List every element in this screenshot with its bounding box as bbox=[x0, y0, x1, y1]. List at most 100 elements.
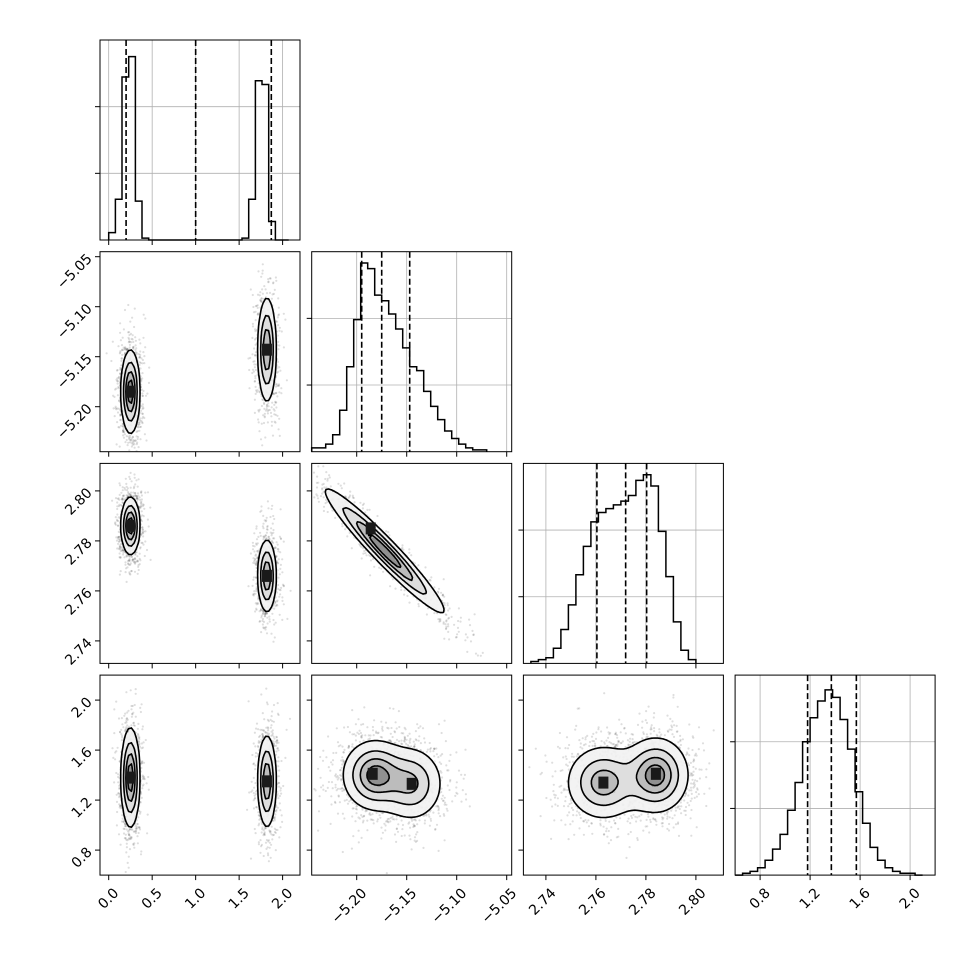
sample-point bbox=[276, 316, 279, 319]
sample-point bbox=[125, 555, 128, 558]
sample-point bbox=[273, 636, 276, 639]
sample-point bbox=[256, 556, 259, 560]
sample-point bbox=[137, 456, 139, 458]
sample-point bbox=[256, 389, 259, 392]
sample-point bbox=[123, 308, 127, 312]
sample-point bbox=[281, 618, 284, 622]
sample-point bbox=[282, 603, 285, 606]
sample-point bbox=[408, 548, 411, 551]
panel-content bbox=[111, 456, 292, 643]
sample-point bbox=[141, 784, 144, 787]
sample-point bbox=[253, 545, 256, 548]
sample-point bbox=[300, 458, 302, 460]
sample-point bbox=[128, 438, 131, 441]
sample-point bbox=[122, 429, 125, 432]
sample-point bbox=[128, 333, 131, 337]
sample-point bbox=[264, 409, 267, 412]
sample-point bbox=[253, 532, 256, 535]
sample-point bbox=[142, 530, 145, 533]
sample-point bbox=[131, 316, 134, 319]
sample-point bbox=[132, 442, 135, 445]
sample-point bbox=[119, 350, 122, 353]
sample-point bbox=[135, 497, 138, 500]
sample-point bbox=[274, 385, 278, 388]
sample-point bbox=[130, 337, 133, 340]
sample-point bbox=[141, 377, 144, 380]
sample-point bbox=[124, 346, 127, 349]
sample-point bbox=[129, 332, 133, 335]
sample-point bbox=[368, 508, 371, 511]
sample-point bbox=[122, 348, 125, 352]
sample-point bbox=[131, 456, 133, 458]
sample-point bbox=[116, 369, 119, 372]
sample-point bbox=[139, 546, 142, 549]
sample-point bbox=[119, 546, 122, 549]
sample-point bbox=[459, 620, 462, 623]
sample-point bbox=[443, 595, 446, 598]
sample-point bbox=[131, 443, 134, 446]
sample-point bbox=[118, 556, 121, 559]
sample-point bbox=[276, 395, 279, 398]
sample-point bbox=[133, 473, 136, 476]
sample-point bbox=[125, 580, 128, 584]
sample-point bbox=[252, 311, 256, 314]
sample-point bbox=[119, 372, 122, 375]
sample-point bbox=[114, 497, 118, 500]
sample-point bbox=[118, 544, 121, 547]
sample-point bbox=[116, 382, 119, 385]
sample-point bbox=[140, 541, 143, 545]
sample-point bbox=[146, 832, 149, 835]
scatter-panel-3-0 bbox=[95, 674, 301, 881]
sample-point bbox=[128, 848, 132, 851]
sample-point bbox=[253, 550, 256, 553]
sample-point bbox=[111, 499, 114, 502]
sample-point bbox=[277, 583, 280, 587]
sample-point bbox=[134, 491, 137, 495]
sample-point bbox=[110, 359, 113, 363]
sample-point bbox=[141, 532, 144, 535]
sample-point bbox=[255, 582, 258, 585]
sample-point bbox=[278, 434, 281, 437]
panel-frame bbox=[311, 462, 513, 664]
sample-point bbox=[123, 494, 126, 497]
sample-point bbox=[262, 527, 265, 530]
sample-point bbox=[263, 519, 266, 522]
sample-point bbox=[135, 435, 138, 438]
sample-point bbox=[272, 531, 275, 534]
sample-point bbox=[123, 556, 126, 559]
sample-point bbox=[258, 408, 261, 411]
sample-point bbox=[258, 620, 261, 623]
sample-point bbox=[142, 535, 145, 538]
sample-point bbox=[272, 528, 275, 532]
sample-point bbox=[428, 578, 431, 582]
sample-point bbox=[121, 817, 124, 820]
sample-point bbox=[277, 384, 281, 387]
sample-point bbox=[135, 495, 139, 498]
sample-point bbox=[278, 391, 281, 394]
sample-point bbox=[322, 490, 325, 494]
sample-point bbox=[121, 498, 124, 501]
density-level-fill bbox=[120, 297, 278, 435]
sample-point bbox=[255, 542, 258, 545]
sample-point bbox=[309, 459, 311, 461]
sample-point bbox=[252, 594, 255, 597]
sample-point bbox=[144, 317, 147, 320]
sample-point bbox=[138, 417, 142, 420]
sample-point bbox=[146, 392, 149, 395]
sample-point bbox=[272, 537, 275, 540]
sample-point bbox=[273, 392, 276, 395]
sample-point bbox=[303, 484, 305, 486]
sample-point bbox=[261, 269, 264, 272]
sample-point bbox=[122, 434, 125, 437]
sample-point bbox=[115, 369, 119, 372]
sample-point bbox=[122, 427, 125, 430]
sample-point bbox=[277, 297, 280, 300]
sample-point bbox=[117, 519, 120, 523]
sample-point bbox=[474, 652, 478, 655]
sample-point bbox=[447, 625, 450, 628]
sample-point bbox=[123, 351, 127, 354]
sample-point bbox=[264, 436, 267, 439]
sample-point bbox=[132, 491, 135, 494]
sample-point bbox=[138, 355, 141, 358]
sample-point bbox=[118, 493, 121, 496]
